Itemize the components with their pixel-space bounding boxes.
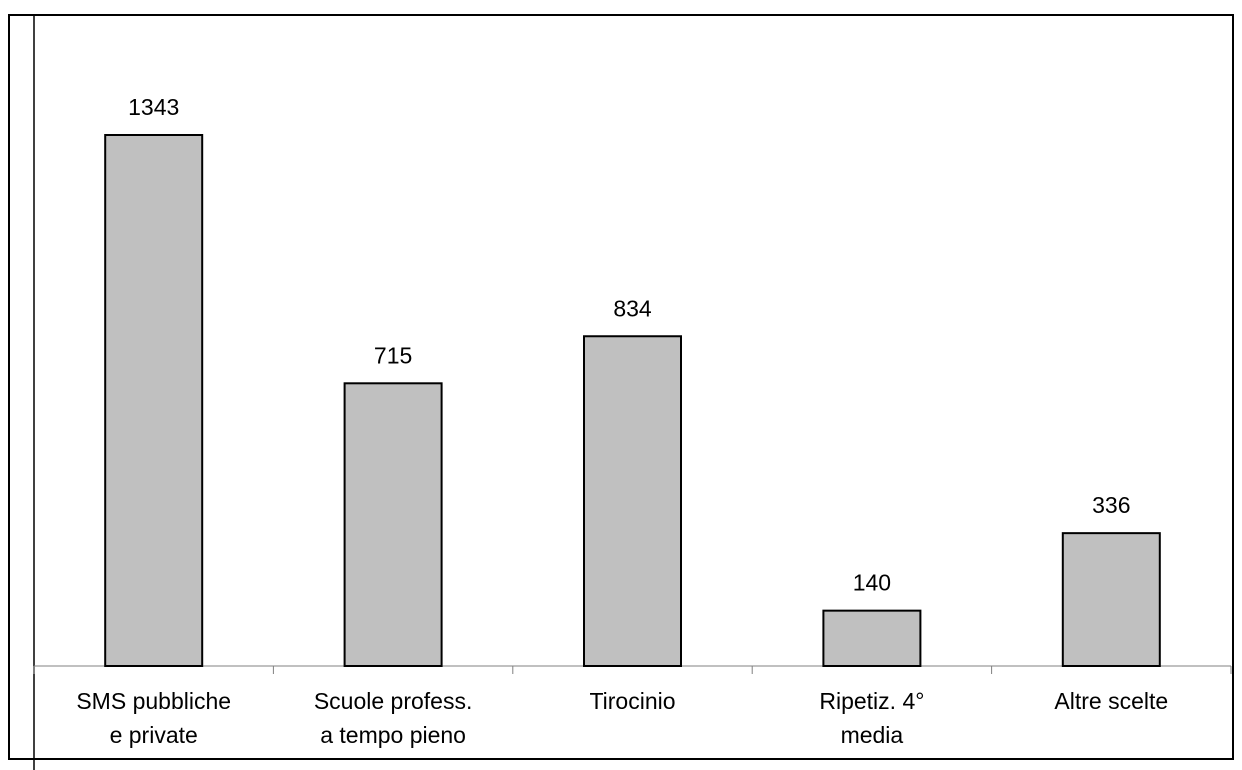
data-label: 834	[613, 295, 652, 321]
data-label: 140	[853, 570, 891, 596]
data-label: 1343	[128, 94, 179, 120]
bar	[583, 335, 682, 667]
category-tick-label: Scuole profess. a tempo pieno	[314, 688, 473, 748]
bar	[104, 134, 204, 667]
bar	[822, 609, 922, 667]
category-tick-label: Ripetiz. 4° media	[819, 688, 924, 748]
bar	[343, 382, 443, 667]
category-tick-label: Tirocinio	[589, 688, 675, 714]
category-tick-label: Altre scelte	[1054, 688, 1168, 714]
data-label: 336	[1092, 492, 1130, 518]
category-tick-label: SMS pubbliche e private	[76, 688, 231, 748]
bar	[1061, 532, 1161, 668]
data-label: 715	[374, 342, 412, 368]
